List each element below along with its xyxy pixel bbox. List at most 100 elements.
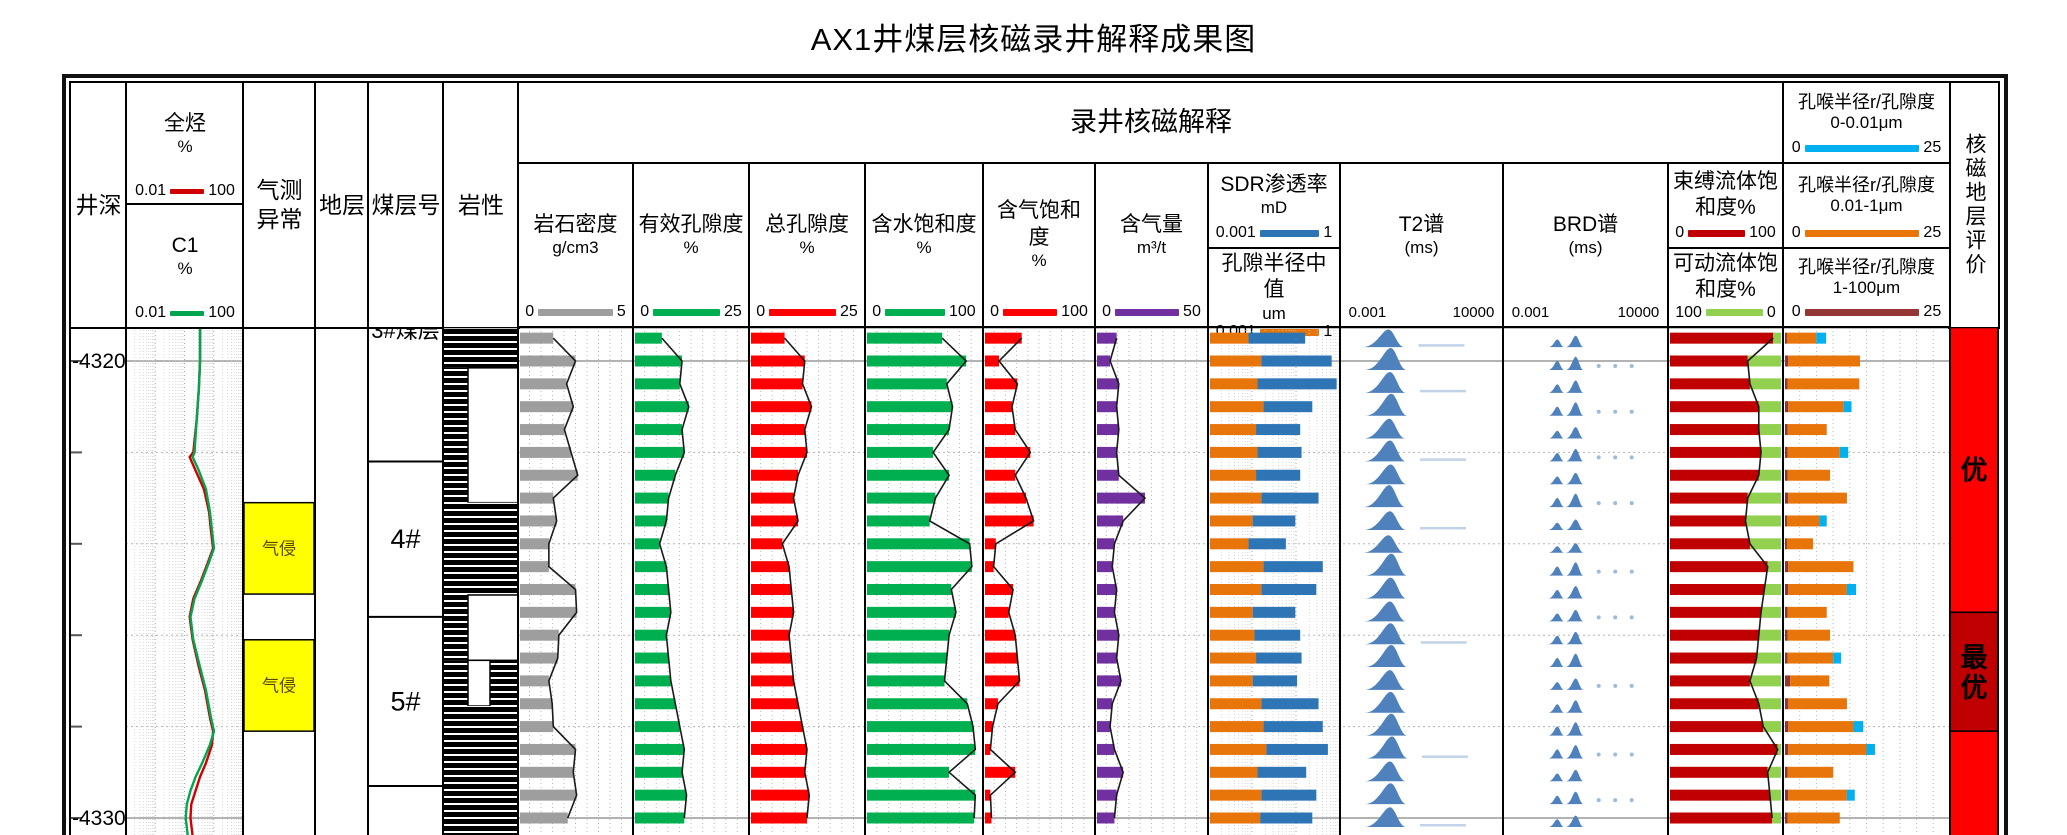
sdr-perm-bar bbox=[1263, 561, 1323, 573]
brd-spectrum-peak bbox=[1565, 519, 1584, 530]
pore-radius-bar bbox=[1210, 743, 1267, 755]
brd-spectrum-peak bbox=[1548, 682, 1565, 690]
sdr-perm-bar bbox=[1263, 721, 1323, 733]
pt_mid-bar bbox=[1787, 629, 1830, 641]
sdr-perm-bar bbox=[1252, 606, 1296, 618]
pt_mid-bar bbox=[1787, 766, 1834, 778]
tot_porosity-bar bbox=[751, 675, 794, 687]
movable-fluid-bar bbox=[1767, 766, 1781, 778]
pt_mid-bar bbox=[1787, 606, 1827, 618]
sdr-perm-bar bbox=[1256, 652, 1302, 664]
pore-radius-bar bbox=[1210, 515, 1253, 527]
eff_porosity-profile-line bbox=[658, 337, 690, 819]
brd-spectrum-peak bbox=[1565, 380, 1584, 393]
pt_mid-bar bbox=[1786, 332, 1817, 344]
pt_mid-bar bbox=[1790, 675, 1830, 687]
bound-fluid-bar bbox=[1670, 492, 1748, 504]
brd-spectrum-peak bbox=[1548, 819, 1565, 827]
tot_porosity-bar bbox=[751, 469, 799, 481]
track-title: 束缚流体饱 和度% bbox=[1673, 169, 1778, 219]
track-title: 岩石密度 bbox=[533, 212, 618, 236]
pt_small-bar bbox=[1843, 401, 1852, 413]
brd-spectrum-peak bbox=[1548, 726, 1565, 736]
gas_content-bar bbox=[1097, 584, 1117, 595]
sw-bar bbox=[867, 766, 950, 778]
brd-spectrum-peak bbox=[1548, 476, 1565, 485]
bound-fluid-bar bbox=[1670, 515, 1746, 527]
tg-unit: % bbox=[177, 136, 193, 156]
gas_content-bar bbox=[1097, 355, 1111, 367]
tot_porosity-bar bbox=[751, 789, 810, 801]
density-bar bbox=[520, 515, 557, 527]
pt_large-bar bbox=[1785, 469, 1788, 481]
t2-spectrum-peak bbox=[1363, 601, 1406, 622]
pt_mid-bar bbox=[1786, 538, 1814, 550]
pt_large-bar bbox=[1785, 424, 1788, 436]
t2-spectrum-peak bbox=[1364, 348, 1407, 370]
bound-fluid-bar bbox=[1670, 698, 1759, 710]
brd-spectrum-dot bbox=[1613, 752, 1618, 757]
density-bar bbox=[520, 789, 577, 801]
movable-fluid-bar bbox=[1749, 538, 1781, 550]
track-subtitle: 1-100μm bbox=[1832, 278, 1901, 298]
tot_porosity-bar bbox=[751, 332, 785, 344]
density-bar bbox=[520, 812, 568, 824]
pore-radius-bar bbox=[1210, 561, 1264, 573]
track-title: 含气饱和度 bbox=[997, 199, 1081, 249]
eff_porosity-bar bbox=[635, 492, 669, 504]
pt_large-bar bbox=[1785, 721, 1789, 733]
gas_content-bar bbox=[1097, 492, 1145, 504]
gas_content-bar bbox=[1097, 629, 1119, 641]
brd-spectrum-peak bbox=[1565, 356, 1584, 370]
sdr-perm-bar bbox=[1261, 355, 1332, 367]
evaluation-cell bbox=[1949, 328, 1999, 614]
track-header-tpor: 总孔隙度% 0 25 bbox=[748, 162, 866, 328]
brd-spectrum-peak bbox=[1548, 773, 1565, 782]
eff_porosity-bar bbox=[635, 652, 669, 664]
pt_small-bar bbox=[1839, 446, 1849, 458]
density-bar bbox=[520, 401, 574, 413]
brd-spectrum-peak bbox=[1565, 493, 1584, 508]
pore-radius-bar bbox=[1210, 584, 1262, 595]
movable-fluid-bar bbox=[1749, 378, 1781, 390]
gas-anomaly-text: 气侵 bbox=[262, 676, 296, 695]
brd-spectrum-dot bbox=[1629, 615, 1634, 620]
pt_mid-bar bbox=[1787, 652, 1834, 664]
gas_content-bar bbox=[1097, 766, 1124, 778]
sw-bar bbox=[867, 469, 950, 481]
sdr-perm-bar bbox=[1257, 446, 1302, 458]
gas-anomaly-text: 气侵 bbox=[262, 539, 296, 558]
lithology-parting bbox=[467, 659, 491, 707]
eff_porosity-bar bbox=[635, 789, 687, 801]
pore-radius-bar bbox=[1210, 629, 1255, 641]
gas_content-bar bbox=[1097, 652, 1117, 664]
lithology-coal-block bbox=[443, 706, 518, 835]
pt_mid-bar bbox=[1786, 515, 1820, 527]
brd-spectrum-peak bbox=[1548, 613, 1565, 622]
density-profile-line bbox=[548, 337, 579, 819]
movable-fluid-bar bbox=[1758, 698, 1781, 710]
pore-radius-bar bbox=[1210, 698, 1262, 710]
movable-fluid-bar bbox=[1749, 675, 1781, 687]
track-unit: m³/t bbox=[1136, 237, 1167, 257]
tot_porosity-bar bbox=[751, 698, 799, 710]
brd-spectrum-dot bbox=[1596, 798, 1601, 803]
sw-bar bbox=[867, 675, 945, 687]
eff_porosity-bar bbox=[635, 606, 671, 618]
sg-bar bbox=[985, 675, 1020, 687]
track-title: 孔喉半径r/孔隙度 bbox=[1798, 174, 1935, 195]
gas_content-bar bbox=[1097, 401, 1117, 413]
eff_porosity-bar bbox=[635, 401, 689, 413]
header-lith-col: 岩性 bbox=[442, 81, 520, 329]
c1-label: C1 bbox=[171, 233, 199, 257]
brd-spectrum-peak bbox=[1548, 360, 1565, 370]
density-bar bbox=[520, 675, 549, 687]
bound-fluid-bar bbox=[1670, 355, 1748, 367]
brd-spectrum-dot bbox=[1629, 364, 1634, 368]
seam-label: 煤层号 bbox=[371, 191, 441, 218]
pt_small-bar bbox=[1833, 652, 1842, 664]
header-total-hydrocarbon: 全烃 % 0.01 100 bbox=[125, 81, 245, 207]
track-title: 总孔隙度 bbox=[765, 212, 849, 236]
density-bar bbox=[520, 332, 554, 344]
sdr-perm-bar bbox=[1248, 538, 1286, 550]
